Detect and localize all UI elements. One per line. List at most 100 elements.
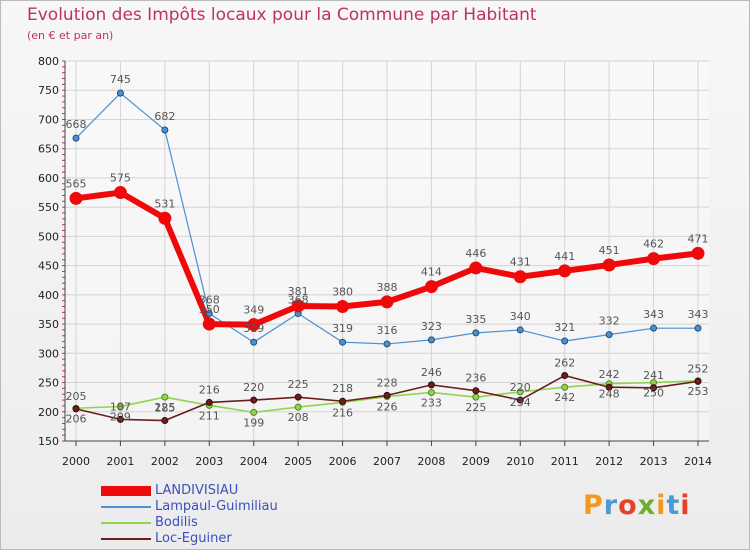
data-point-landivisiau bbox=[291, 299, 305, 313]
y-tick-label: 300 bbox=[38, 347, 59, 360]
data-label-bodilis: 226 bbox=[377, 401, 398, 414]
data-label-loc-eguiner: 241 bbox=[643, 369, 664, 382]
chart-subtitle: (en € et par an) bbox=[27, 29, 114, 42]
series-markers bbox=[69, 89, 705, 425]
data-label-lampaul-guimiliau: 316 bbox=[377, 324, 398, 337]
proxiti-logo: Proxiti bbox=[583, 490, 691, 521]
data-point-bodilis bbox=[561, 383, 569, 391]
x-tick-label: 2004 bbox=[240, 455, 268, 468]
data-label-landivisiau: 350 bbox=[199, 303, 220, 316]
data-point-loc-eguiner bbox=[250, 396, 258, 404]
grid-lines bbox=[65, 60, 709, 442]
data-point-landivisiau bbox=[558, 264, 572, 278]
x-tick-label: 2012 bbox=[595, 455, 623, 468]
data-point-lampaul-guimiliau bbox=[650, 324, 658, 332]
data-point-loc-eguiner bbox=[516, 396, 524, 404]
data-label-loc-eguiner: 220 bbox=[510, 381, 531, 394]
data-label-bodilis: 211 bbox=[199, 409, 220, 422]
data-point-lampaul-guimiliau bbox=[472, 329, 480, 337]
data-label-bodilis: 199 bbox=[243, 416, 264, 429]
data-point-landivisiau bbox=[113, 186, 127, 200]
logo-letter: i bbox=[656, 490, 667, 521]
y-tick-label: 450 bbox=[38, 260, 59, 273]
x-tick-label: 2005 bbox=[284, 455, 312, 468]
y-tick-label: 800 bbox=[38, 55, 59, 68]
data-label-bodilis: 209 bbox=[110, 411, 131, 424]
legend-label: LANDIVISIAU bbox=[155, 483, 239, 498]
data-label-bodilis: 233 bbox=[421, 396, 442, 409]
x-tick-label: 2008 bbox=[417, 455, 445, 468]
data-label-landivisiau: 414 bbox=[421, 266, 442, 279]
data-point-loc-eguiner bbox=[72, 405, 80, 413]
data-label-lampaul-guimiliau: 321 bbox=[554, 321, 575, 334]
data-label-landivisiau: 441 bbox=[554, 250, 575, 263]
data-label-loc-eguiner: 252 bbox=[688, 362, 709, 375]
x-tick-label: 2006 bbox=[329, 455, 357, 468]
data-point-lampaul-guimiliau bbox=[383, 340, 391, 348]
data-point-landivisiau bbox=[424, 280, 438, 294]
data-label-landivisiau: 446 bbox=[465, 247, 486, 260]
y-tick-label: 200 bbox=[38, 406, 59, 419]
data-point-landivisiau bbox=[469, 261, 483, 275]
data-label-loc-eguiner: 218 bbox=[332, 382, 353, 395]
data-point-bodilis bbox=[516, 388, 524, 396]
data-label-bodilis: 206 bbox=[66, 412, 87, 425]
logo-letter: P bbox=[583, 490, 604, 521]
data-point-landivisiau bbox=[647, 252, 661, 266]
data-label-bodilis: 234 bbox=[510, 396, 531, 409]
data-point-loc-eguiner bbox=[472, 387, 480, 395]
data-label-landivisiau: 462 bbox=[643, 238, 664, 251]
data-label-loc-eguiner: 262 bbox=[554, 357, 575, 370]
data-label-bodilis: 225 bbox=[154, 401, 175, 414]
data-label-landivisiau: 380 bbox=[332, 286, 353, 299]
x-tick-label: 2010 bbox=[506, 455, 534, 468]
data-label-lampaul-guimiliau: 745 bbox=[110, 73, 131, 86]
data-label-lampaul-guimiliau: 340 bbox=[510, 310, 531, 323]
legend-item: Bodilis bbox=[101, 515, 341, 531]
data-label-lampaul-guimiliau: 335 bbox=[465, 313, 486, 326]
data-label-landivisiau: 575 bbox=[110, 172, 131, 185]
data-point-lampaul-guimiliau bbox=[605, 331, 613, 339]
logo-letter: i bbox=[680, 490, 691, 521]
data-point-lampaul-guimiliau bbox=[250, 338, 258, 346]
data-label-loc-eguiner: 242 bbox=[599, 368, 620, 381]
data-point-bodilis bbox=[427, 388, 435, 396]
x-tick-label: 2001 bbox=[106, 455, 134, 468]
x-tick-label: 2002 bbox=[151, 455, 179, 468]
data-label-lampaul-guimiliau: 668 bbox=[66, 118, 87, 131]
legend-swatch bbox=[101, 486, 151, 496]
y-tick-label: 400 bbox=[38, 289, 59, 302]
legend-swatch bbox=[101, 506, 151, 508]
data-label-bodilis: 216 bbox=[332, 406, 353, 419]
data-label-lampaul-guimiliau: 319 bbox=[243, 322, 264, 335]
data-label-landivisiau: 565 bbox=[66, 177, 87, 190]
data-point-landivisiau bbox=[691, 246, 705, 260]
data-point-loc-eguiner bbox=[650, 384, 658, 392]
y-tick-label: 250 bbox=[38, 377, 59, 390]
data-label-lampaul-guimiliau: 343 bbox=[643, 308, 664, 321]
data-labels: 206 209 225 211 199 208 216 226 233 225 234 242 248 2… bbox=[66, 73, 709, 429]
data-point-loc-eguiner bbox=[383, 391, 391, 399]
data-label-lampaul-guimiliau: 319 bbox=[332, 322, 353, 335]
x-tick-label: 2014 bbox=[684, 455, 712, 468]
data-point-lampaul-guimiliau bbox=[116, 89, 124, 97]
data-label-loc-eguiner: 216 bbox=[199, 383, 220, 396]
x-tick-label: 2007 bbox=[373, 455, 401, 468]
y-tick-label: 600 bbox=[38, 172, 59, 185]
data-point-landivisiau bbox=[247, 318, 261, 332]
chart-title: Evolution des Impôts locaux pour la Comm… bbox=[27, 5, 537, 25]
data-label-lampaul-guimiliau: 323 bbox=[421, 320, 442, 333]
data-point-loc-eguiner bbox=[605, 383, 613, 391]
data-label-loc-eguiner: 246 bbox=[421, 366, 442, 379]
x-tick-label: 2009 bbox=[462, 455, 490, 468]
data-label-landivisiau: 451 bbox=[599, 244, 620, 257]
data-point-loc-eguiner bbox=[694, 377, 702, 385]
data-point-lampaul-guimiliau bbox=[561, 337, 569, 345]
data-point-landivisiau bbox=[602, 258, 616, 272]
data-label-lampaul-guimiliau: 343 bbox=[688, 308, 709, 321]
data-label-loc-eguiner: 220 bbox=[243, 381, 264, 394]
data-label-bodilis: 225 bbox=[465, 401, 486, 414]
data-label-landivisiau: 471 bbox=[688, 232, 709, 245]
data-point-landivisiau bbox=[513, 270, 527, 284]
